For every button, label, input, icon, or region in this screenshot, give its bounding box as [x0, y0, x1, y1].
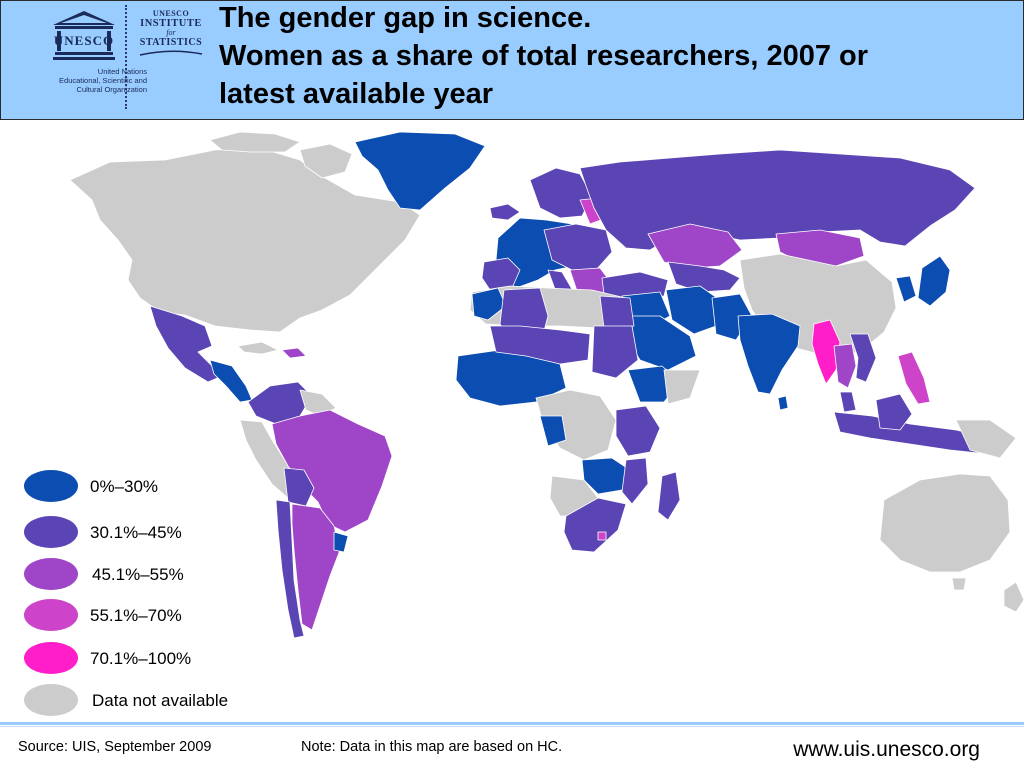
map-region-morocco — [471, 287, 507, 321]
legend-item: 70.1%–100% — [24, 642, 264, 676]
map-region-hispaniola — [281, 347, 307, 359]
world-map — [69, 131, 1024, 639]
legend-label: Data not available — [92, 691, 229, 710]
map-region-baffin — [299, 143, 353, 179]
map-region-bolivia — [283, 467, 315, 507]
legend-swatch — [24, 684, 78, 716]
header-bar: UNESCO United Nations Educational, Scien… — [0, 0, 1024, 120]
map-region-russia — [579, 149, 976, 251]
map-region-australia — [879, 473, 1011, 573]
map-region-philippines — [897, 351, 931, 405]
logo-divider — [125, 5, 127, 109]
map-region-mozambique — [621, 457, 649, 505]
map-region-india — [737, 313, 801, 395]
map-region-sri-lanka — [777, 395, 789, 411]
uis-logo-line: for — [166, 28, 176, 37]
map-region-new-guinea — [955, 419, 1017, 459]
map-region-east-africa — [615, 405, 661, 457]
map-region-thailand — [833, 343, 857, 389]
legend-item: 55.1%–70% — [24, 599, 264, 633]
legend-item: 0%–30% — [24, 470, 264, 504]
unesco-caption-line: United Nations — [97, 67, 147, 76]
map-region-tasmania — [951, 577, 967, 591]
legend-swatch — [24, 599, 78, 631]
map-region-sudan — [591, 325, 639, 379]
legend-item: Data not available — [24, 684, 264, 718]
map-region-egypt — [599, 295, 635, 329]
legend-swatch — [24, 558, 78, 590]
uis-swoosh-icon — [139, 50, 203, 56]
map-region-sahel — [489, 325, 591, 365]
map-region-arctic-islands — [209, 131, 301, 153]
title-line: The gender gap in science. — [219, 2, 592, 34]
legend-item: 30.1%–45% — [24, 516, 264, 550]
uis-logo-line: INSTITUTE — [140, 18, 202, 29]
legend-label: 0%–30% — [90, 477, 159, 496]
map-region-uruguay — [333, 531, 349, 553]
page-title: The gender gap in science. Women as a sh… — [219, 0, 1019, 113]
legend-swatch — [24, 516, 78, 548]
map-region-vietnam-laos — [849, 333, 877, 383]
legend-label: 70.1%–100% — [90, 649, 192, 668]
logo-area: UNESCO United Nations Educational, Scien… — [1, 1, 211, 119]
unesco-wordmark: UNESCO — [54, 33, 114, 48]
title-line: Women as a share of total researchers, 2… — [219, 40, 869, 72]
legend-label: 45.1%–55% — [92, 565, 184, 584]
title-line: latest available year — [219, 78, 494, 110]
map-region-malaysia — [839, 391, 857, 413]
map-region-cameroon-gabon — [539, 415, 567, 447]
unesco-caption-line: Educational, Scientific and — [59, 76, 147, 85]
map-region-myanmar — [811, 319, 841, 385]
map-region-mongolia — [775, 229, 865, 267]
map-region-argentina — [291, 503, 341, 631]
map-region-central-europe — [543, 223, 613, 271]
map-region-chile — [275, 499, 305, 639]
unesco-caption: United Nations Educational, Scientific a… — [7, 67, 147, 94]
uis-logo-line: UNESCO — [152, 9, 190, 18]
source-note: Source: UIS, September 2009 — [18, 739, 212, 755]
legend-swatch — [24, 470, 78, 502]
map-region-new-zealand — [1003, 581, 1024, 613]
map-region-cuba — [237, 341, 279, 355]
map-region-south-africa — [563, 497, 627, 553]
legend-label: 55.1%–70% — [90, 606, 182, 625]
map-region-borneo — [875, 393, 913, 431]
footer-divider — [0, 722, 1024, 725]
unesco-temple-logo: UNESCO — [53, 11, 115, 60]
footer-divider-light — [0, 726, 1024, 727]
uis-logo-line: STATISTICS — [139, 37, 203, 48]
map-region-lesotho — [597, 531, 607, 541]
website-link[interactable]: www.uis.unesco.org — [793, 738, 980, 761]
map-region-korea — [895, 275, 917, 303]
uis-logo: UNESCO INSTITUTE for STATISTICS — [133, 9, 209, 56]
map-region-iceland — [489, 203, 521, 221]
map-region-greenland — [354, 131, 486, 211]
map-region-horn — [663, 369, 701, 405]
map-region-central-asia — [667, 261, 741, 293]
unesco-caption-line: Cultural Organization — [76, 85, 147, 94]
legend-swatch — [24, 642, 78, 674]
map-region-north-america — [69, 147, 421, 333]
map-region-japan — [917, 255, 951, 307]
data-note: Note: Data in this map are based on HC. — [301, 739, 563, 755]
map-region-madagascar — [657, 471, 681, 521]
legend-item: 45.1%–55% — [24, 558, 264, 592]
legend-label: 30.1%–45% — [90, 523, 182, 542]
map-region-central-america — [209, 359, 253, 403]
